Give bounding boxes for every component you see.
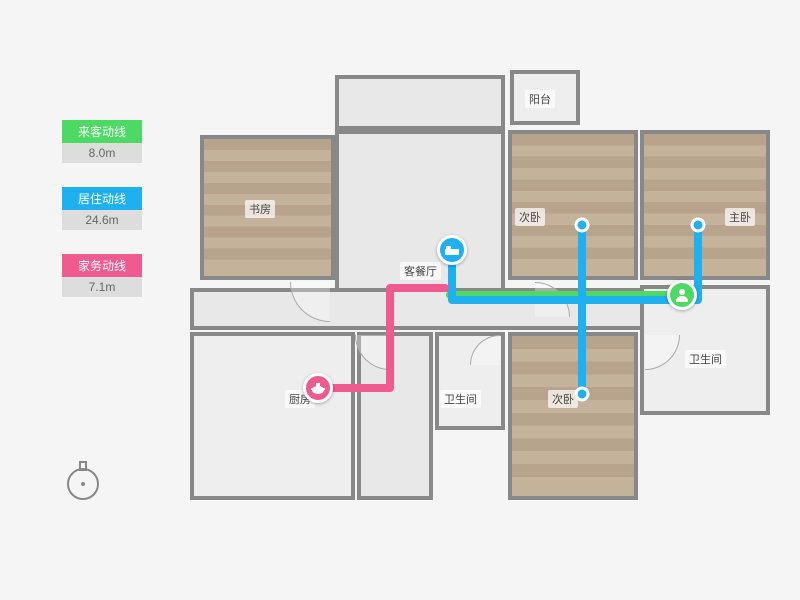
room-label: 卫生间 (685, 350, 726, 368)
room-label: 书房 (245, 200, 275, 218)
legend-label: 来客动线 (62, 120, 142, 143)
room-label: 次卧 (515, 208, 545, 226)
legend-item-live: 居住动线 24.6m (62, 187, 142, 230)
room-label: 主卧 (725, 208, 755, 226)
room-label: 次卧 (548, 390, 578, 408)
legend-label: 居住动线 (62, 187, 142, 210)
room-主卧 (640, 130, 770, 280)
floorplan: 阳台书房客餐厅次卧主卧厨房卫生间次卧卫生间 (190, 70, 770, 540)
legend-value: 24.6m (62, 210, 142, 230)
room-厨房 (190, 332, 355, 500)
room-次卧2 (508, 332, 638, 500)
person-icon (667, 280, 697, 310)
room-label: 阳台 (525, 90, 555, 108)
room-label: 客餐厅 (400, 262, 441, 280)
legend-value: 8.0m (62, 143, 142, 163)
room-label: 卫生间 (440, 390, 481, 408)
legend-value: 7.1m (62, 277, 142, 297)
compass-icon (62, 460, 104, 502)
room-客餐厅上 (335, 75, 505, 130)
room-次卧1 (508, 130, 638, 280)
bed-icon (437, 235, 467, 265)
legend-item-chore: 家务动线 7.1m (62, 254, 142, 297)
legend-item-guest: 来客动线 8.0m (62, 120, 142, 163)
legend: 来客动线 8.0m 居住动线 24.6m 家务动线 7.1m (62, 120, 142, 321)
legend-label: 家务动线 (62, 254, 142, 277)
pot-icon (303, 373, 333, 403)
